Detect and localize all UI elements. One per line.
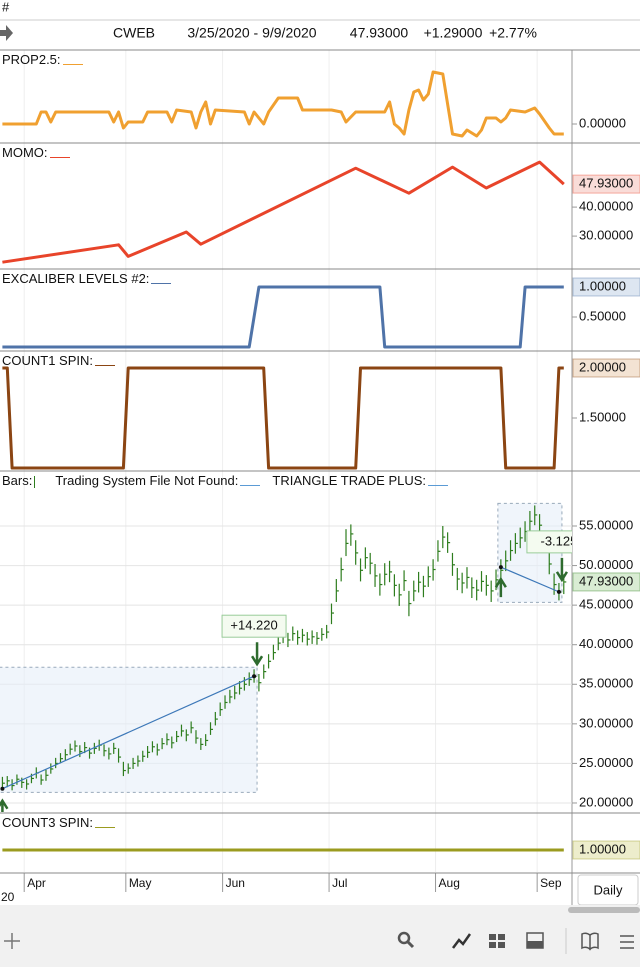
x-tick-label: Jun [226,876,245,890]
change: +1.29000 [424,25,483,41]
x-tick-label: Apr [27,876,46,890]
scroll-thumb[interactable] [568,907,640,913]
last-value-box [572,840,640,860]
legend-swatch [428,475,449,486]
last-value-box [572,358,640,378]
panel-label-text: EXCALIBER LEVELS #2: [2,271,150,286]
panel-label-text: Trading System File Not Found: [55,473,239,488]
trade-exit [252,674,257,679]
y-tick-label: 30.00000 [579,228,633,243]
legend-swatch [62,54,83,65]
year-label: 20 [1,890,15,904]
legend-swatch [240,475,261,486]
toolbar [0,905,640,967]
trade-label: -3.125 [540,533,577,548]
trade-line [500,566,560,593]
panel-label-text: Bars: [2,473,33,488]
last-value-label: 2.00000 [579,359,626,374]
panel-label-text: TRIANGLE TRADE PLUS: [272,473,427,488]
x-tick-label: May [129,876,152,890]
trade-exit [556,589,561,594]
last-value-label: 47.93000 [579,573,633,588]
exit-arrow [251,642,264,667]
trade-line [2,675,255,790]
trade-label-box [221,614,287,638]
search-button[interactable] [397,931,415,949]
legend-swatch [95,355,116,366]
x-tick-label: Sep [540,876,562,890]
panel-label: COUNT3 SPIN: [2,815,127,830]
y-tick-label: 20.00000 [579,794,633,809]
x-tick-label: Jul [332,876,347,890]
chart-button[interactable] [452,933,472,949]
panel-label: Bars: Trading System File Not Found: TRIAN… [2,473,460,488]
panel-button[interactable] [526,932,544,949]
price-bars: +14.220 -3.125 [0,502,577,812]
add-button[interactable] [4,933,20,949]
last-value-label: 47.93000 [579,176,633,191]
y-tick-label: 35.00000 [579,676,633,691]
exit-arrow [555,557,568,583]
book-button[interactable] [581,932,599,951]
last-price: 47.93000 [350,25,409,41]
entry-arrow [494,576,507,598]
y-tick-label: 30.00000 [579,715,633,730]
y-tick-label: 0.00000 [579,115,626,130]
y-tick-label: 40.00000 [579,636,633,651]
menu-button[interactable] [620,935,634,949]
panel-label-text: PROP2.5: [2,52,61,67]
panel-label-text: MOMO: [2,145,48,160]
indicator-line [2,160,565,264]
y-tick-label: 55.00000 [579,517,633,532]
entry-arrow [0,798,9,812]
trade-entry [0,786,5,791]
legend-swatch [151,273,172,284]
last-value-box [572,277,640,297]
x-tick-label: Aug [439,876,460,890]
indicator-line [2,366,564,470]
last-value-box [572,572,640,592]
panel-label: COUNT1 SPIN: [2,353,127,368]
panel-label: MOMO: [2,145,82,160]
y-tick-label: 40.00000 [579,199,633,214]
y-tick-label: 50.00000 [579,557,633,572]
y-tick-label: 1.50000 [579,409,626,424]
last-value-label: 1.00000 [579,841,626,856]
y-tick-label: 25.00000 [579,755,633,770]
panel-label: PROP2.5: [2,52,95,67]
trade-label-box [526,530,572,554]
panel-label-text: COUNT1 SPIN: [2,353,94,368]
trade-label: +14.220 [230,618,277,633]
legend-swatch [49,147,70,158]
change-pct: +2.77% [489,25,537,41]
trade-entry [498,565,503,570]
interval-label: Daily [594,882,623,897]
last-value-box [572,174,640,194]
symbol: CWEB [113,25,155,41]
date-range: 3/25/2020 - 9/9/2020 [187,25,316,41]
grid-button[interactable] [489,934,505,948]
y-tick-label: 45.00000 [579,597,633,612]
panel-label: EXCALIBER LEVELS #2: [2,271,183,286]
legend-swatch [95,817,116,828]
indicator-line [2,285,564,349]
indicator-line [2,70,564,138]
nav-arrow[interactable] [0,25,13,41]
top-mark: # [2,0,10,14]
legend-swatch [34,476,43,488]
y-tick-label: 0.50000 [579,308,626,323]
panel-label-text: COUNT3 SPIN: [2,815,94,830]
last-value-label: 1.00000 [579,278,626,293]
